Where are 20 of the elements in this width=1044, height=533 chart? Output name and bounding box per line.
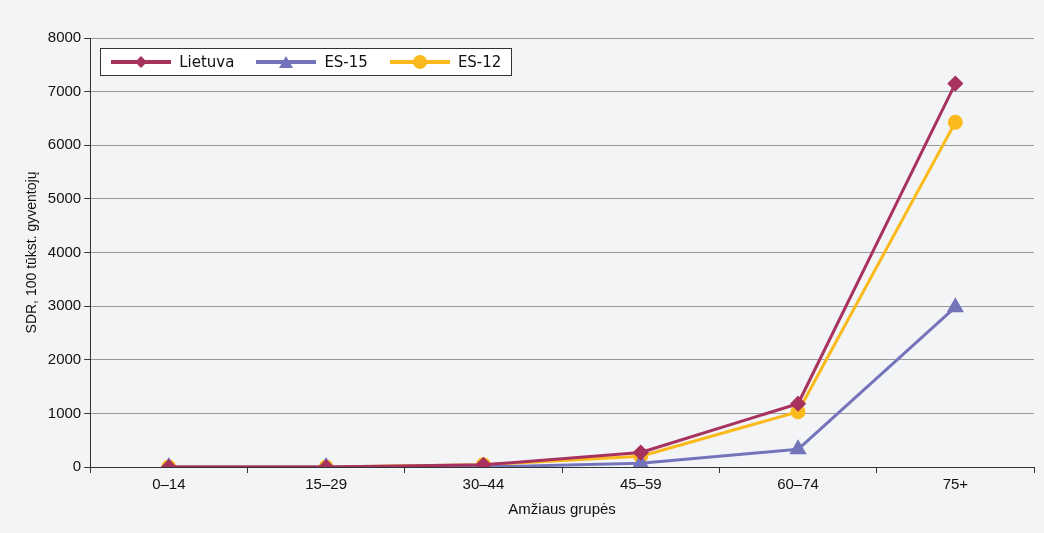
y-tick-label: 5000 bbox=[47, 189, 82, 207]
legend-label: ES-15 bbox=[324, 53, 368, 71]
legend-label: Lietuva bbox=[179, 53, 235, 71]
y-tick-label: 4000 bbox=[47, 242, 82, 260]
y-tick-label: 0 bbox=[72, 457, 82, 475]
x-tick-label: 75+ bbox=[942, 475, 969, 493]
y-tick-label: 2000 bbox=[47, 349, 82, 367]
y-tick-label: 3000 bbox=[47, 296, 82, 314]
y-axis-title: SDR, 100 tūkst. gyventojų bbox=[23, 171, 40, 334]
x-tick-label: 60–74 bbox=[777, 475, 819, 493]
legend-label: ES-12 bbox=[457, 53, 502, 71]
x-tick-label: 15–29 bbox=[305, 475, 347, 493]
x-tick-label: 0–14 bbox=[152, 475, 186, 493]
y-tick-label: 1000 bbox=[47, 403, 82, 421]
y-tick-label: 6000 bbox=[47, 135, 82, 153]
x-tick-label: 30–44 bbox=[462, 475, 505, 493]
x-tick-label: 45–59 bbox=[619, 475, 662, 493]
y-tick-label: 8000 bbox=[47, 28, 82, 46]
x-axis-title: Amžiaus grupės bbox=[508, 500, 616, 518]
y-tick-label: 7000 bbox=[47, 81, 82, 99]
